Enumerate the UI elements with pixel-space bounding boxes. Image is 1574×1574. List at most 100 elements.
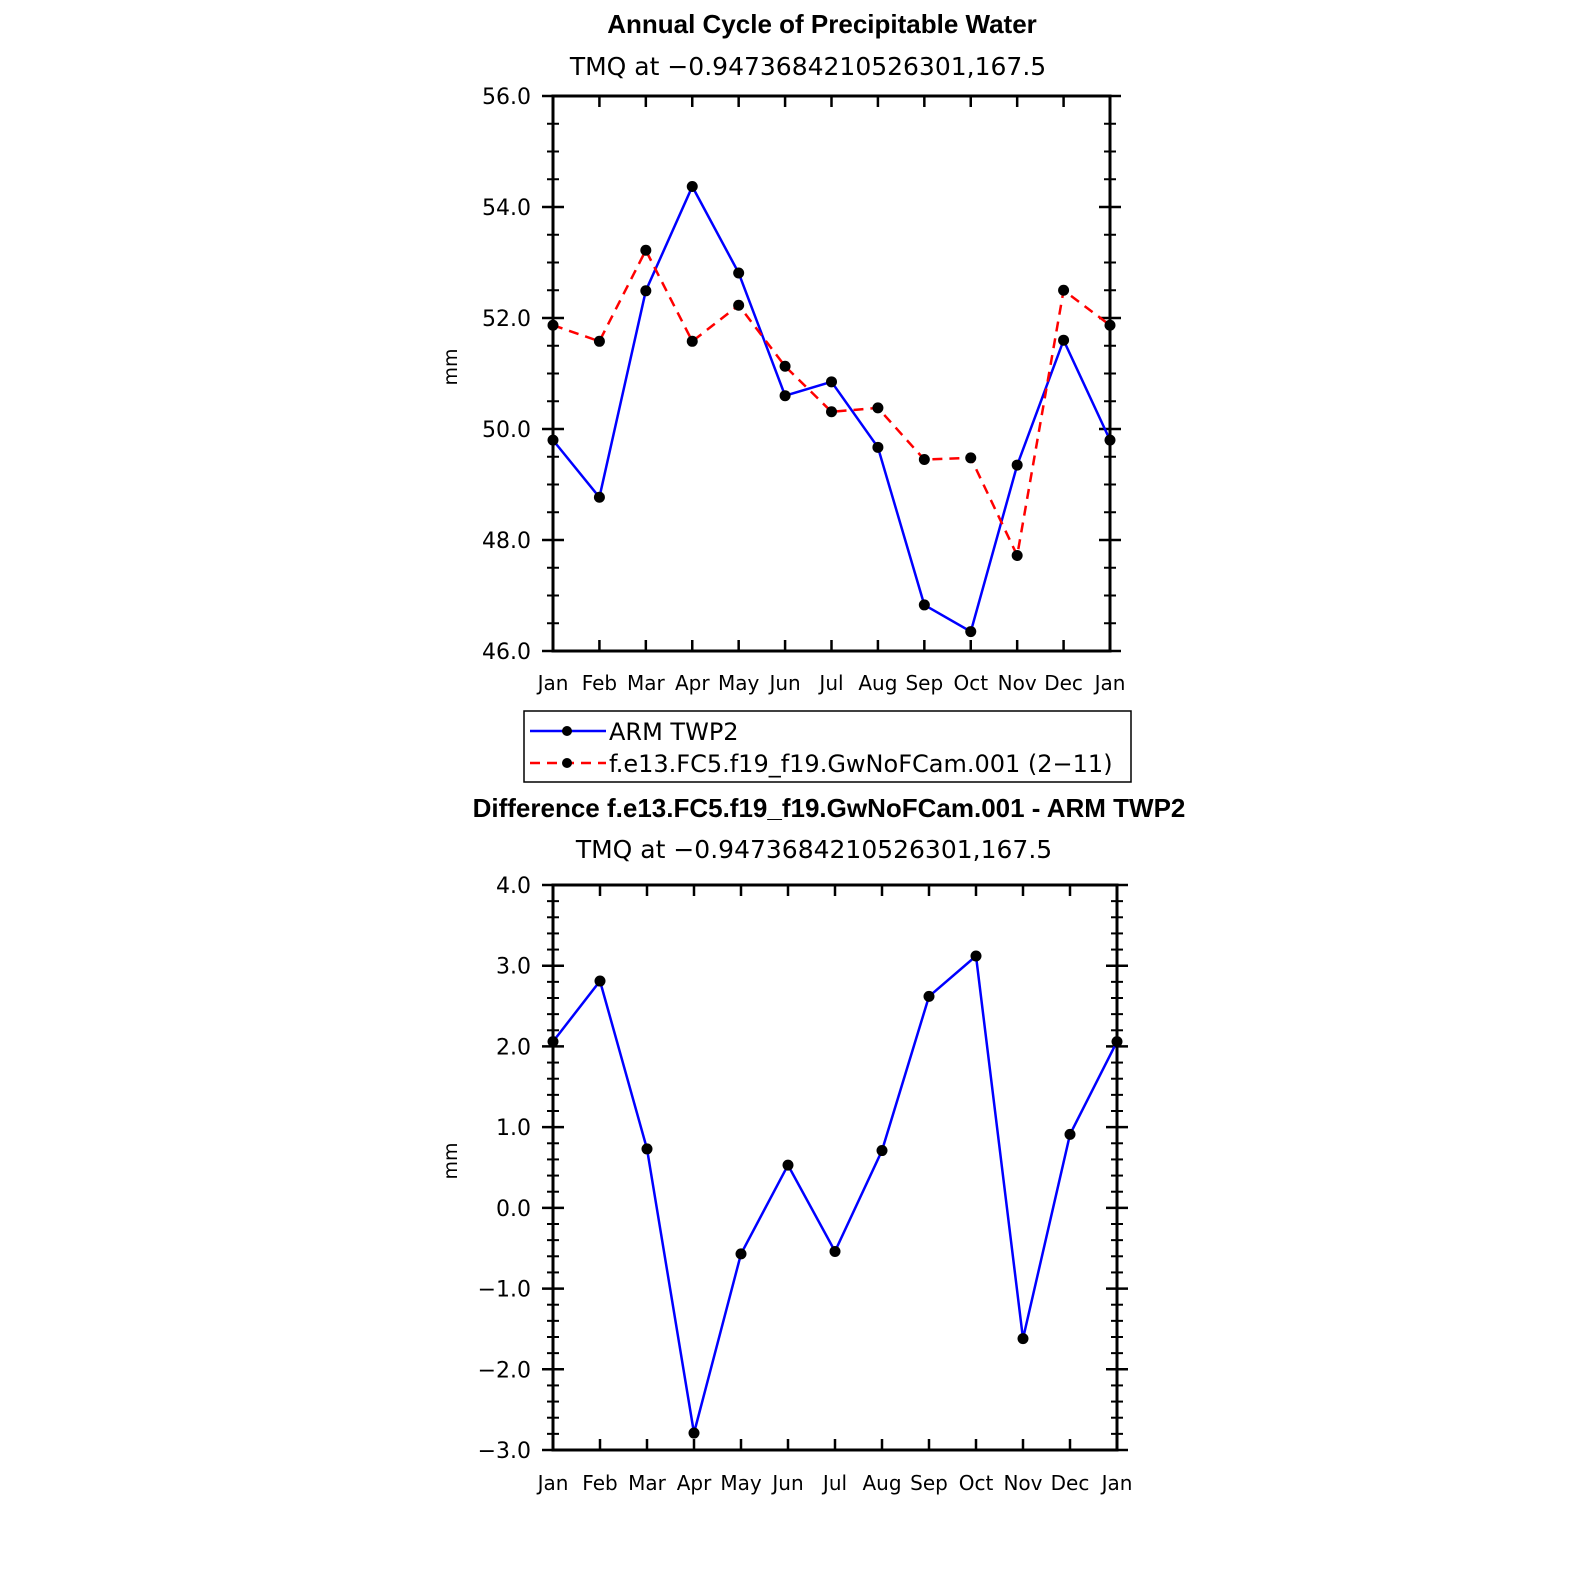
- data-point-0: [640, 285, 652, 297]
- legend: ARM TWP2 f.e13.FC5.f19_f19.GwNoFCam.001 …: [523, 710, 1132, 783]
- y-tick-label: −3.0: [478, 1439, 531, 1464]
- x-tick-label: Mar: [628, 1471, 667, 1495]
- data-point-0: [593, 491, 605, 503]
- y-tick-label: 0.0: [496, 1197, 531, 1222]
- data-point-1: [872, 402, 884, 414]
- data-point-0: [876, 1145, 888, 1157]
- series-layer: [547, 180, 1116, 638]
- x-tick-label: Sep: [905, 671, 943, 695]
- x-tick-label: Mar: [627, 671, 666, 695]
- data-point-1: [965, 452, 977, 464]
- plot-frame: [551, 94, 1112, 653]
- x-tick-label: Nov: [1003, 1471, 1042, 1495]
- x-tick-label: Jun: [767, 671, 800, 695]
- y-tick-label: 56.0: [482, 85, 531, 110]
- data-point-1: [1058, 284, 1070, 296]
- y-axis-label: mm: [440, 348, 462, 385]
- y-tick-label: −2.0: [478, 1358, 531, 1383]
- data-point-1: [593, 335, 605, 347]
- data-point-0: [965, 626, 977, 638]
- data-point-0: [826, 376, 837, 388]
- chart-title: Annual Cycle of Precipitable Water: [607, 9, 1037, 39]
- data-point-0: [970, 950, 982, 962]
- legend-label-model: f.e13.FC5.f19_f19.GwNoFCam.001 (2−11): [609, 750, 1113, 778]
- legend-marker-arm-twp2: [562, 726, 572, 736]
- data-point-0: [1011, 459, 1023, 471]
- y-tick-label: −1.0: [478, 1278, 531, 1303]
- y-tick-label: 4.0: [496, 874, 531, 899]
- legend-marker-model: [562, 758, 572, 768]
- y-tick-label: 2.0: [496, 1035, 531, 1060]
- y-tick-label: 52.0: [482, 307, 531, 332]
- data-point-0: [782, 1159, 794, 1171]
- data-point-0: [733, 267, 745, 279]
- x-tick-label: Aug: [858, 671, 897, 695]
- x-tick-label: Jul: [817, 671, 843, 695]
- series-line-1: [552, 247, 1111, 560]
- annual-cycle-panel: Annual Cycle of Precipitable Water TMQ a…: [440, 9, 1125, 695]
- legend-entry-arm-twp2: ARM TWP2: [530, 718, 739, 746]
- data-point-1: [826, 406, 837, 418]
- x-tick-label: Feb: [582, 671, 617, 695]
- y-tick-label: 46.0: [482, 640, 531, 665]
- legend-entry-model: f.e13.FC5.f19_f19.GwNoFCam.001 (2−11): [530, 750, 1113, 778]
- data-point-0: [735, 1248, 747, 1260]
- plot-frame: [551, 883, 1119, 1452]
- y-tick-label: 50.0: [482, 418, 531, 443]
- x-tick-label: Sep: [910, 1471, 948, 1495]
- y-tick-label: 3.0: [496, 955, 531, 980]
- data-point-0: [829, 1245, 841, 1257]
- y-tick-label: 1.0: [496, 1116, 531, 1141]
- axis-ticks: [542, 883, 1128, 1452]
- chart-subtitle: TMQ at −0.9473684210526301,167.5: [569, 52, 1046, 81]
- legend-box: [523, 710, 1132, 783]
- difference-panel: Difference f.e13.FC5.f19_f19.GwNoFCam.00…: [440, 793, 1185, 1495]
- data-point-0: [686, 180, 698, 192]
- x-tick-label: Jul: [821, 1471, 847, 1495]
- data-point-0: [1058, 334, 1070, 346]
- y-tick-label: 48.0: [482, 529, 531, 554]
- x-tick-label: Aug: [862, 1471, 901, 1495]
- data-point-0: [872, 441, 884, 453]
- y-axis-label: mm: [440, 1142, 462, 1179]
- x-tick-label: May: [720, 1471, 762, 1495]
- x-tick-label: Jan: [536, 671, 569, 695]
- x-tick-label: Dec: [1051, 1471, 1090, 1495]
- tick-labels: Jan Feb Mar Apr May Jun Jul Aug Sep Oct Nov Dec Jan−…: [478, 874, 1133, 1495]
- x-tick-label: Feb: [582, 1471, 617, 1495]
- x-tick-label: Apr: [677, 1471, 712, 1495]
- data-point-0: [779, 390, 791, 402]
- x-tick-label: Jan: [536, 1471, 569, 1495]
- series-line-0: [552, 953, 1119, 1434]
- x-tick-label: Apr: [675, 671, 710, 695]
- data-point-0: [1064, 1128, 1076, 1140]
- axis-ticks: [542, 94, 1121, 653]
- data-point-1: [779, 360, 791, 372]
- x-tick-label: Jan: [1093, 671, 1126, 695]
- tick-labels: Jan Feb Mar Apr May Jun Jul Aug Sep Oct Nov Dec Jan4…: [482, 85, 1125, 695]
- legend-label-arm-twp2: ARM TWP2: [609, 718, 739, 746]
- x-tick-label: May: [718, 671, 760, 695]
- x-tick-label: Jan: [1100, 1471, 1133, 1495]
- data-point-1: [918, 454, 930, 466]
- data-point-1: [1011, 550, 1023, 562]
- chart-subtitle: TMQ at −0.9473684210526301,167.5: [575, 835, 1052, 864]
- data-point-0: [918, 599, 930, 611]
- data-point-0: [1017, 1333, 1029, 1345]
- data-point-0: [641, 1143, 653, 1155]
- chart-title: Difference f.e13.FC5.f19_f19.GwNoFCam.00…: [473, 793, 1186, 823]
- series-layer: [547, 950, 1123, 1439]
- x-tick-label: Jun: [770, 1471, 803, 1495]
- x-tick-label: Oct: [959, 1471, 994, 1495]
- data-point-1: [640, 244, 652, 256]
- data-point-1: [733, 299, 745, 311]
- data-point-0: [594, 975, 606, 987]
- x-tick-label: Dec: [1044, 671, 1083, 695]
- x-tick-label: Nov: [998, 671, 1037, 695]
- y-tick-label: 54.0: [482, 196, 531, 221]
- data-point-0: [688, 1427, 700, 1439]
- x-tick-label: Oct: [953, 671, 988, 695]
- data-point-1: [686, 335, 698, 347]
- data-point-0: [923, 990, 935, 1002]
